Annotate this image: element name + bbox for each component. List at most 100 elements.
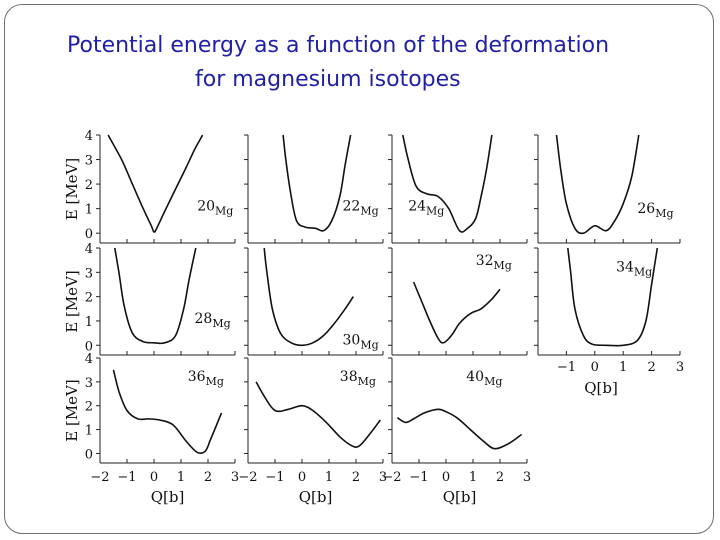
isotope-mass-number: 22 [343, 199, 361, 215]
energy-curve [412, 281, 501, 344]
x-tick-label: 1 [177, 470, 185, 485]
isotope-mass-number: 40 [466, 369, 484, 385]
isotope-label: 38Mg [340, 369, 376, 388]
isotope-symbol: Mg [634, 266, 652, 279]
isotope-mass-number: 36 [188, 369, 206, 385]
x-tick-label: −1 [117, 470, 136, 485]
panel-20-Mg: 20Mg [96, 134, 236, 244]
y-tick-label: 3 [85, 154, 93, 169]
x-axis-title: Q[b] [443, 488, 477, 506]
y-tick-label: 2 [85, 400, 93, 415]
isotope-label: 34Mg [616, 260, 652, 279]
isotope-symbol: Mg [484, 375, 502, 388]
y-axis-title: E [MeV] [63, 379, 81, 442]
isotope-label: 22Mg [343, 199, 379, 218]
y-tick-label: 2 [85, 291, 93, 306]
x-tick-label: 0 [591, 360, 599, 375]
isotope-label: 28Mg [195, 311, 231, 330]
x-tick-label: −2 [382, 470, 401, 485]
x-tick-label: 0 [442, 470, 450, 485]
panel-36-Mg: 36Mg [96, 357, 236, 464]
energy-curve [114, 247, 197, 345]
x-tick-label: 2 [352, 470, 360, 485]
y-tick-label: 4 [85, 129, 93, 144]
x-axis-title: Q[b] [584, 379, 618, 397]
y-tick-label: 1 [85, 315, 93, 330]
isotope-symbol: Mg [206, 375, 224, 388]
panel-28-Mg: 28Mg [96, 247, 236, 356]
x-tick-label: 2 [204, 470, 212, 485]
isotope-symbol: Mg [212, 317, 230, 330]
isotope-mass-number: 28 [195, 311, 213, 327]
isotope-mass-number: 34 [616, 260, 634, 276]
x-tick-label: 3 [523, 470, 531, 485]
energy-curve [282, 134, 352, 232]
x-tick-label: 3 [379, 470, 387, 485]
y-tick-label: 3 [85, 376, 93, 391]
energy-curve [402, 134, 493, 233]
x-tick-label: 2 [647, 360, 655, 375]
panel-22-Mg: 22Mg [244, 134, 384, 244]
isotope-mass-number: 32 [476, 253, 494, 269]
energy-curve [107, 134, 204, 233]
y-tick-label: 4 [85, 242, 93, 257]
y-tick-label: 1 [85, 424, 93, 439]
x-tick-label: 0 [150, 470, 158, 485]
y-tick-label: 0 [85, 447, 93, 462]
isotope-symbol: Mg [360, 338, 378, 351]
x-tick-label: −2 [238, 470, 257, 485]
x-axis-title: Q[b] [299, 488, 333, 506]
slide-title-line-1: Potential energy as a function of the de… [67, 33, 610, 58]
energy-curve [263, 247, 354, 347]
energy-curve [567, 247, 659, 347]
y-tick-label: 2 [85, 178, 93, 193]
isotope-symbol: Mg [494, 259, 512, 272]
y-axis-title: E [MeV] [63, 158, 81, 221]
panel-26-Mg: 26Mg [534, 134, 681, 244]
isotope-symbol: Mg [655, 207, 673, 220]
isotope-mass-number: 38 [340, 369, 358, 385]
x-tick-label: −1 [409, 470, 428, 485]
energy-curve [396, 408, 523, 450]
x-tick-label: 1 [469, 470, 477, 485]
isotope-symbol: Mg [215, 205, 233, 218]
y-tick-label: 3 [85, 266, 93, 281]
isotope-label: 20Mg [197, 199, 233, 218]
panel-32-Mg: 32Mg [388, 247, 528, 356]
x-tick-label: 3 [676, 360, 684, 375]
y-tick-label: 1 [85, 203, 93, 218]
x-tick-label: 0 [298, 470, 306, 485]
isotope-symbol: Mg [358, 375, 376, 388]
isotope-label: 32Mg [476, 253, 512, 272]
x-axis-title: Q[b] [151, 488, 185, 506]
panel-24-Mg: 24Mg [388, 134, 528, 244]
isotope-mass-number: 24 [408, 199, 426, 215]
isotope-mass-number: 20 [197, 199, 215, 215]
y-tick-label: 4 [85, 352, 93, 367]
panel-38-Mg: 38Mg [244, 357, 384, 464]
panel-40-Mg: 40Mg [388, 357, 528, 464]
y-tick-label: 0 [85, 339, 93, 354]
isotope-mass-number: 30 [343, 332, 361, 348]
x-tick-label: −1 [265, 470, 284, 485]
isotope-label: 36Mg [188, 369, 224, 388]
y-axis-title: E [MeV] [63, 270, 81, 333]
x-tick-label: −1 [557, 360, 576, 375]
energy-curve [255, 381, 381, 448]
isotope-symbol: Mg [360, 205, 378, 218]
isotope-mass-number: 26 [637, 201, 655, 217]
y-tick-label: 0 [85, 227, 93, 242]
isotope-symbol: Mg [426, 205, 444, 218]
isotope-label: 30Mg [343, 332, 379, 351]
isotope-label: 26Mg [637, 201, 673, 220]
energy-curve [555, 134, 640, 235]
panel-34-Mg: 34Mg [534, 247, 681, 356]
x-tick-label: 1 [619, 360, 627, 375]
slide-title-line-2: for magnesium isotopes [195, 67, 461, 92]
energy-curve [112, 369, 223, 455]
x-tick-label: −2 [90, 470, 109, 485]
isotope-label: 24Mg [408, 199, 444, 218]
isotope-label: 40Mg [466, 369, 502, 388]
x-tick-label: 3 [231, 470, 239, 485]
